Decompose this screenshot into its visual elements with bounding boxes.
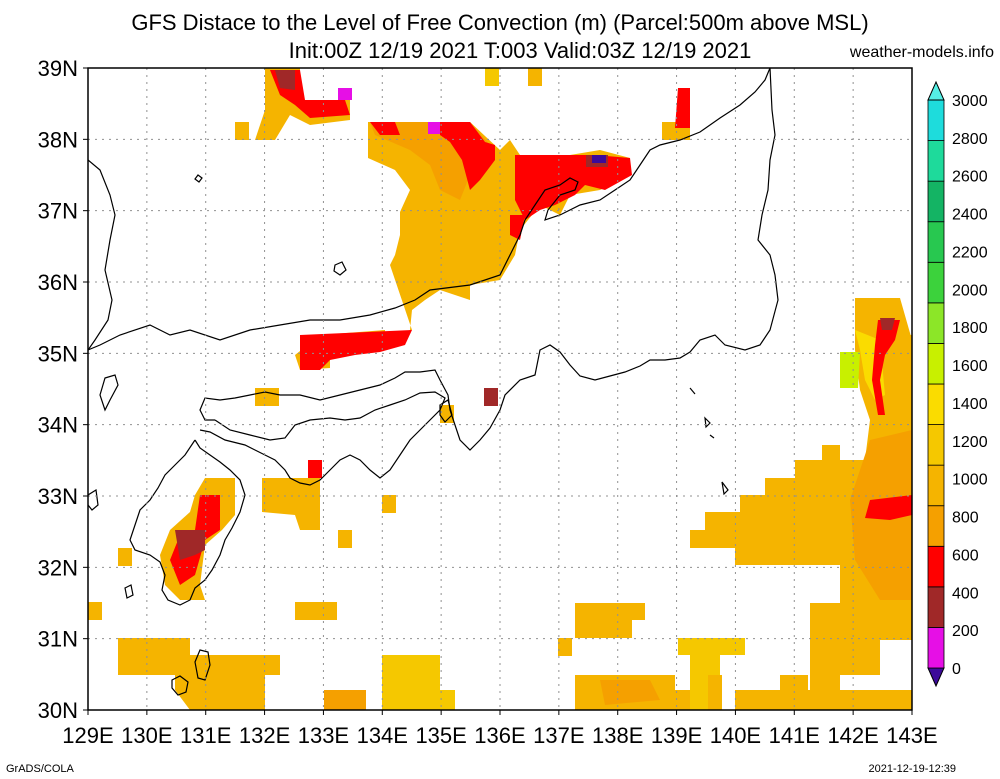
- colorbar-label: 800: [952, 510, 979, 527]
- colorbar-segment: [927, 221, 945, 263]
- colorbar-segment: [927, 180, 945, 223]
- colorbar-label: 1000: [952, 472, 988, 489]
- chart-title: GFS Distace to the Level of Free Convect…: [131, 10, 869, 35]
- colorbar-label: 400: [952, 585, 979, 602]
- colorbar-label: 1800: [952, 320, 988, 337]
- lon-label: 138E: [592, 723, 643, 748]
- colorbar-label: 200: [952, 623, 979, 640]
- lon-label: 132E: [239, 723, 290, 748]
- lon-label: 142E: [827, 723, 878, 748]
- lon-label: 137E: [533, 723, 584, 748]
- colorbar-label: 2400: [952, 207, 988, 224]
- colorbar-label: 3000: [952, 93, 988, 110]
- grid-lines: [88, 68, 912, 710]
- colorbar-segment: [927, 464, 945, 507]
- colorbar-label: 2200: [952, 244, 988, 261]
- colorbar-min-arrow: [927, 667, 945, 688]
- lat-label: 39N: [38, 56, 78, 81]
- lon-label: 133E: [298, 723, 349, 748]
- colorbar-segment: [927, 424, 945, 466]
- lfc-shading: [88, 68, 912, 710]
- lon-label: 129E: [62, 723, 113, 748]
- colorbar-segment: [927, 545, 945, 588]
- colorbar-segment: [927, 383, 945, 425]
- colorbar-label: 1400: [952, 396, 988, 413]
- lon-label: 140E: [710, 723, 761, 748]
- colorbar-label: 1600: [952, 358, 988, 375]
- colorbar-label: 2600: [952, 169, 988, 186]
- source-label: weather-models.info: [849, 44, 994, 61]
- lat-label: 33N: [38, 484, 78, 509]
- colorbar-segment: [927, 140, 945, 182]
- lon-label: 135E: [415, 723, 466, 748]
- colorbar-segment: [927, 261, 945, 304]
- lat-label: 34N: [38, 413, 78, 438]
- colorbar-segment: [927, 586, 945, 628]
- colorbar: 0 200 400 600 800 1000 1200 1400 1600 1800 2000 220…: [927, 80, 988, 688]
- footer-software: GrADS/COLA: [6, 763, 74, 775]
- lon-label: 130E: [121, 723, 172, 748]
- lon-label: 131E: [180, 723, 231, 748]
- lat-label: 36N: [38, 270, 78, 295]
- lat-label: 35N: [38, 341, 78, 366]
- chart-subtitle: Init:00Z 12/19 2021 T:003 Valid:03Z 12/1…: [288, 38, 752, 63]
- lon-label: 134E: [357, 723, 408, 748]
- longitude-labels: 129E 130E 131E 132E 133E 134E 135E 136E 137E 138E…: [62, 710, 938, 748]
- colorbar-label: 0: [952, 661, 961, 678]
- footer-timestamp: 2021-12-19-12:39: [868, 763, 956, 775]
- lon-label: 141E: [769, 723, 820, 748]
- lat-label: 31N: [38, 627, 78, 652]
- latitude-labels: 39N 38N 37N 36N 35N 34N 33N 32N 31N 30N: [38, 56, 88, 723]
- colorbar-label: 2800: [952, 131, 988, 148]
- colorbar-segment: [927, 99, 945, 141]
- colorbar-segment: [927, 505, 945, 547]
- lat-label: 37N: [38, 199, 78, 224]
- colorbar-label: 1200: [952, 434, 988, 451]
- colorbar-label: 2000: [952, 282, 988, 299]
- lat-label: 32N: [38, 555, 78, 580]
- coastlines: [88, 68, 779, 696]
- colorbar-segment: [927, 302, 945, 344]
- lon-label: 143E: [886, 723, 937, 748]
- lat-label: 30N: [38, 698, 78, 723]
- colorbar-segment: [927, 343, 945, 385]
- colorbar-segment: [927, 627, 945, 669]
- lon-label: 136E: [474, 723, 525, 748]
- lat-label: 38N: [38, 127, 78, 152]
- lon-label: 139E: [651, 723, 702, 748]
- colorbar-label: 600: [952, 547, 979, 564]
- colorbar-max-arrow: [927, 80, 945, 101]
